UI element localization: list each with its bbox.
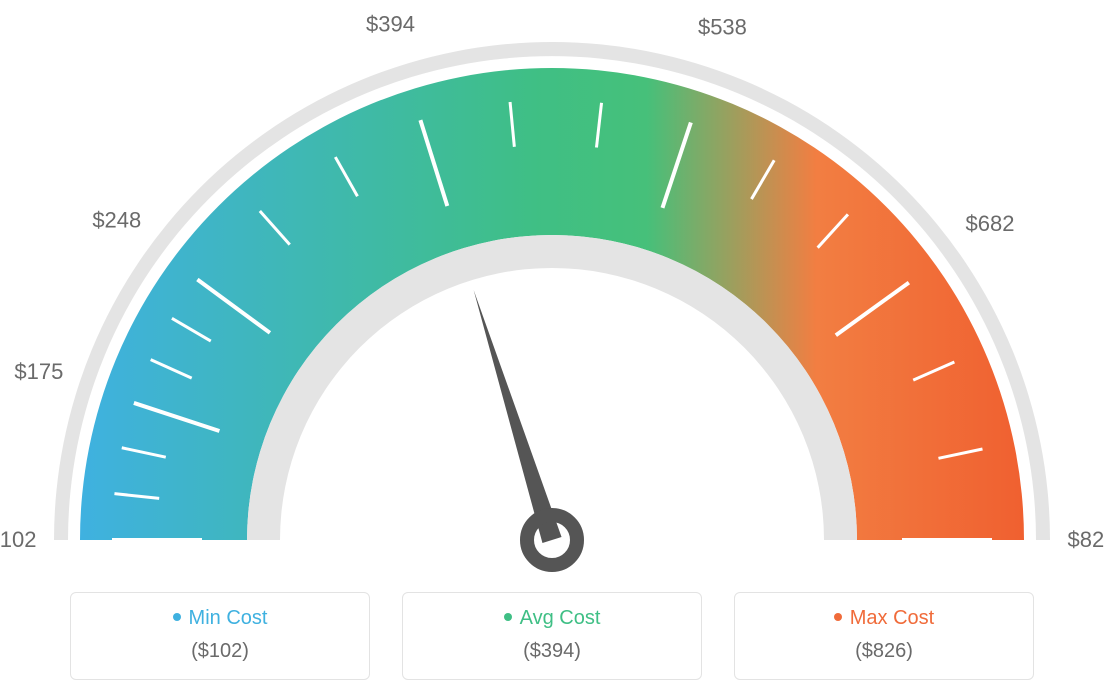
legend-dot-min (173, 613, 181, 621)
legend-value-avg: ($394) (403, 640, 701, 663)
legend-card-max: Max Cost ($826) (734, 592, 1034, 680)
legend-label-min: Min Cost (189, 607, 268, 629)
chart-container: $102 $175 $248 $394 $538 $682 $826 Min Cost ($… (0, 0, 1104, 690)
legend-value-min: ($102) (71, 640, 369, 663)
gauge-chart: $102 $175 $248 $394 $538 $682 $826 (0, 0, 1104, 590)
gauge-tick-label: $538 (698, 15, 747, 40)
gauge-tick-label: $248 (92, 207, 141, 232)
legend-title-avg: Avg Cost (403, 607, 701, 630)
legend-label-max: Max Cost (850, 607, 934, 629)
gauge-needle (474, 290, 562, 543)
legend-dot-max (834, 613, 842, 621)
legend-value-max: ($826) (735, 640, 1033, 663)
gauge-tick-label: $175 (14, 359, 63, 384)
gauge-svg: $102 $175 $248 $394 $538 $682 $826 (0, 0, 1104, 590)
gauge-tick-label: $102 (0, 527, 36, 552)
gauge-tick-label: $682 (965, 211, 1014, 236)
legend-row: Min Cost ($102) Avg Cost ($394) Max Cost… (0, 592, 1104, 680)
legend-title-min: Min Cost (71, 607, 369, 630)
legend-label-avg: Avg Cost (520, 607, 601, 629)
legend-card-avg: Avg Cost ($394) (402, 592, 702, 680)
gauge-tick-label: $826 (1068, 527, 1104, 552)
legend-card-min: Min Cost ($102) (70, 592, 370, 680)
legend-dot-avg (504, 613, 512, 621)
gauge-tick-label: $394 (366, 12, 415, 37)
legend-title-max: Max Cost (735, 607, 1033, 630)
